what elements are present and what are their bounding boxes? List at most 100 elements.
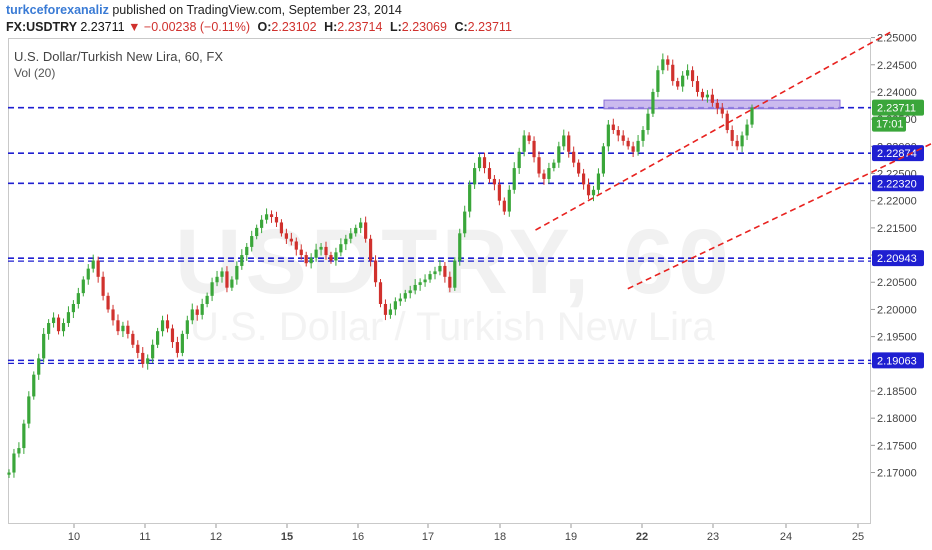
x-tick-label: 18 — [494, 531, 506, 543]
candle-body — [175, 342, 180, 353]
candle-body — [596, 173, 601, 190]
candle-body — [537, 157, 541, 174]
candle-body — [700, 91, 705, 98]
candle-body — [215, 276, 219, 283]
y-tick-label: 2.18000 — [877, 413, 917, 425]
candle-body — [388, 309, 393, 315]
candle-body — [473, 168, 477, 185]
y-tick-label: 2.17000 — [877, 468, 917, 480]
candle-body — [294, 241, 298, 250]
last-price: 2.23711 — [80, 20, 125, 34]
level-badge — [872, 99, 924, 116]
candle-body — [378, 282, 383, 304]
candle-body — [453, 260, 457, 288]
candle-body — [750, 107, 754, 125]
candle-body — [438, 265, 442, 272]
candle-body — [274, 217, 279, 223]
candle-body — [151, 344, 155, 359]
candle-body — [651, 91, 655, 114]
x-tick-label: 10 — [68, 531, 80, 543]
chart-frame[interactable] — [8, 38, 871, 524]
price-change: ▼ −0.00238 (−0.11%) — [128, 20, 251, 34]
close-label: C: — [454, 20, 468, 34]
candle-body — [136, 344, 140, 353]
candle-body — [403, 293, 407, 299]
candle-body — [314, 249, 318, 258]
series-legend[interactable]: U.S. Dollar/Turkish New Lira, 60, FX — [14, 49, 224, 64]
candle-body — [299, 249, 303, 256]
candle-body — [255, 227, 259, 237]
candle-body — [76, 293, 80, 304]
candle-body — [47, 323, 51, 334]
x-tick-label: 19 — [565, 531, 577, 543]
candle-body — [180, 333, 184, 353]
x-tick-label: 11 — [139, 531, 150, 543]
candle-body — [477, 157, 482, 169]
candle-body — [740, 135, 744, 147]
candle-body — [745, 124, 749, 136]
candle-body — [398, 298, 402, 302]
candle-body — [641, 130, 645, 141]
low-label: L: — [389, 20, 402, 34]
author-link[interactable]: turkceforexanaliz — [6, 3, 109, 17]
y-tick-label: 2.20000 — [877, 304, 917, 316]
symbol-watermark: USDTRY, 60 — [175, 211, 734, 313]
x-tick-label: 12 — [210, 531, 222, 543]
candle-body — [12, 453, 16, 473]
candle-body — [284, 233, 288, 239]
x-tick-label: 24 — [780, 531, 792, 543]
candle-body — [339, 244, 343, 253]
low-value: 2.23069 — [401, 20, 447, 34]
candle-body — [7, 472, 11, 475]
candle-body — [487, 168, 492, 179]
candle-body — [165, 320, 170, 329]
candle-body — [27, 396, 31, 424]
level-badge — [872, 145, 924, 162]
candle-body — [408, 290, 412, 294]
level-badge-label: 2.22320 — [877, 178, 917, 190]
candle-body — [418, 282, 422, 285]
candle-body — [522, 135, 526, 152]
publish-line: turkceforexanaliz published on TradingVi… — [6, 3, 402, 17]
candle-body — [695, 81, 700, 92]
candle-body — [22, 423, 26, 449]
candle-body — [606, 124, 610, 147]
symbol-label[interactable]: FX:USDTRY — [6, 20, 77, 34]
y-tick-label: 2.25000 — [877, 33, 917, 45]
candle-body — [562, 135, 566, 147]
candle-body — [334, 252, 338, 261]
candle-body — [205, 295, 209, 304]
candle-body — [527, 135, 531, 141]
candle-body — [156, 331, 160, 345]
volume-legend[interactable]: Vol (20) — [14, 66, 56, 80]
candle-body — [458, 233, 462, 261]
x-tick-label: 15 — [281, 531, 293, 543]
candle-body — [666, 59, 670, 65]
candle-body — [126, 325, 130, 334]
candle-body — [319, 246, 323, 250]
candle-body — [141, 352, 145, 364]
candle-body — [225, 271, 229, 288]
candle-body — [349, 233, 353, 239]
candle-body — [383, 303, 388, 315]
candle-body — [547, 168, 551, 179]
published-text: published on TradingView.com, September … — [112, 3, 402, 17]
candle-body — [17, 448, 21, 454]
candle-body — [567, 135, 571, 152]
y-tick-label: 2.18500 — [877, 386, 917, 398]
candle-body — [279, 222, 284, 234]
candle-body — [269, 214, 274, 218]
x-tick-label: 23 — [707, 531, 719, 543]
candle-body — [611, 124, 615, 131]
y-tick-label: 2.19500 — [877, 332, 917, 344]
candle-body — [468, 184, 472, 212]
high-value: 2.23714 — [337, 20, 383, 34]
candle-body — [646, 113, 650, 131]
candle-body — [671, 64, 675, 82]
ohlc-line: FX:USDTRY 2.23711 ▼ −0.00238 (−0.11%) O:… — [6, 20, 512, 34]
candle-body — [686, 70, 690, 76]
candle-body — [210, 282, 214, 296]
candle-body — [463, 211, 467, 234]
candle-body — [502, 200, 506, 212]
